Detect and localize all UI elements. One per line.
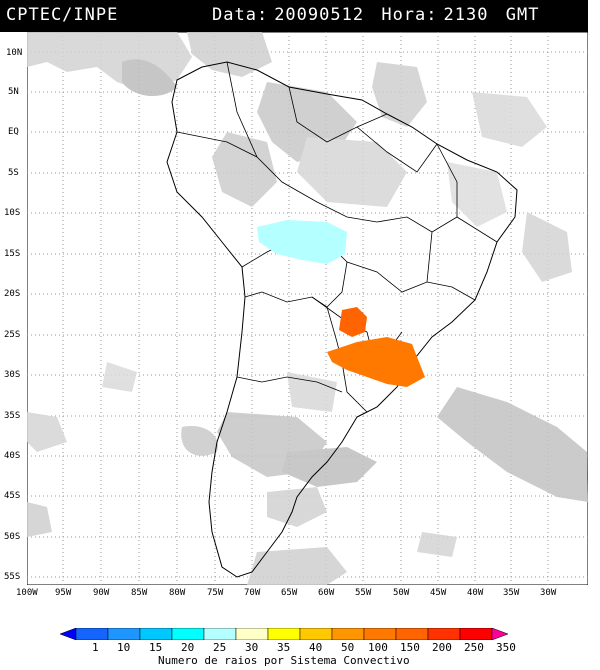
colorbar-swatch [299,628,333,640]
colorbar-label: 25 [213,641,227,654]
colorbar-label: 100 [368,641,388,654]
header-bar: CPTEC/INPE Data: 20090512 Hora: 2130 GMT [0,0,588,32]
colorbar-swatch [267,628,301,640]
colorbar-swatch [427,628,461,640]
lat-tick: 55S [4,572,21,582]
lat-tick: 10S [4,208,21,218]
colorbar-swatch [60,628,77,640]
colorbar-swatch [107,628,141,640]
lon-tick: 60W [318,588,335,598]
lat-tick: 30S [4,370,21,380]
hour-label: Hora: [381,5,438,25]
lat-tick: 40S [4,451,21,461]
date-label: Data: [212,5,269,25]
colorbar-swatch [363,628,397,640]
colorbar-label: 35 [277,641,291,654]
lat-tick: 5N [8,87,19,97]
colorbar-swatch [235,628,269,640]
colorbar-swatch [395,628,429,640]
lon-tick: 75W [207,588,224,598]
lon-tick: 100W [16,588,38,598]
lon-tick: 40W [467,588,484,598]
colorbar-label: 350 [496,641,516,654]
lat-tick: 10N [6,48,23,58]
cloud-cover [27,32,588,585]
colorbar-label: 15 [149,641,163,654]
colorbar-label: 200 [432,641,452,654]
colorbar-label: 30 [245,641,259,654]
colorbar-label: 250 [464,641,484,654]
lat-tick: 20S [4,289,21,299]
colorbar-swatch [171,628,205,640]
lat-tick: 45S [4,491,21,501]
header-title: CPTEC/INPE [6,5,119,25]
colorbar-swatch [459,628,493,640]
colorbar-caption: Numero de raios por Sistema Convectivo [158,654,410,667]
colorbar-swatch [203,628,237,640]
lon-tick: 35W [503,588,520,598]
lat-tick: 50S [4,532,21,542]
convective-systems [257,220,425,387]
colorbar-swatch [75,628,109,640]
header-datetime: Data: 20090512 Hora: 2130 GMT [212,5,545,25]
lat-tick: 15S [4,249,21,259]
lat-tick: 35S [4,411,21,421]
map-canvas [27,32,588,585]
colorbar-swatch [331,628,365,640]
date-value: 20090512 [274,5,365,25]
colorbar-swatch [491,628,509,640]
colorbar-label: 10 [117,641,131,654]
lat-tick: EQ [8,127,19,137]
colorbar-label: 50 [341,641,355,654]
colorbar-swatches [60,628,509,640]
lon-tick: 80W [169,588,186,598]
lon-tick: 90W [93,588,110,598]
lon-tick: 45W [430,588,447,598]
lon-tick: 50W [393,588,410,598]
colorbar-label: 150 [400,641,420,654]
lat-tick: 25S [4,330,21,340]
colorbar-label: 40 [309,641,323,654]
lon-tick: 85W [131,588,148,598]
colorbar-label: 20 [181,641,195,654]
hour-value: 2130 [443,5,489,25]
lon-tick: 55W [355,588,372,598]
timezone-label: GMT [505,5,540,25]
colorbar-label: 1 [92,641,99,654]
lat-tick: 5S [8,168,19,178]
lon-tick: 95W [55,588,72,598]
lon-tick: 30W [540,588,557,598]
colorbar [60,628,509,640]
colorbar-swatch [139,628,173,640]
lon-tick: 65W [281,588,298,598]
map-panel [27,32,588,585]
lon-tick: 70W [244,588,261,598]
